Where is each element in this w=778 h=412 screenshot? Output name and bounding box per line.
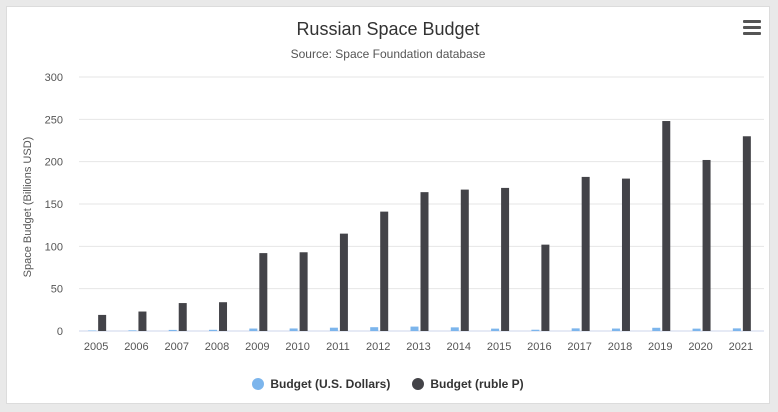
bar-ruble[interactable] — [299, 252, 308, 331]
x-tick-label: 2010 — [285, 341, 309, 353]
bar-usd[interactable] — [611, 328, 620, 331]
x-tick-label: 2009 — [245, 341, 269, 353]
x-tick-label: 2012 — [366, 341, 390, 353]
x-tick-label: 2008 — [205, 341, 229, 353]
bar-usd[interactable] — [571, 328, 580, 331]
bar-usd[interactable] — [732, 328, 741, 331]
bar-usd[interactable] — [209, 329, 218, 331]
bar-ruble[interactable] — [178, 303, 187, 331]
bar-ruble[interactable] — [259, 253, 268, 331]
plot-area: 0 50 100 150 200 250 300 2005 2006 2007 2008 2009 2… — [22, 72, 764, 353]
legend-label: Budget (U.S. Dollars) — [270, 377, 391, 391]
legend: Budget (U.S. Dollars) Budget (ruble P) — [7, 377, 769, 391]
legend-dot-icon — [412, 378, 425, 390]
legend-label: Budget (ruble P) — [430, 377, 524, 391]
x-tick-label: 2007 — [164, 341, 188, 353]
chart-container: Russian Space Budget Source: Space Found… — [6, 6, 770, 404]
bar-ruble[interactable] — [581, 176, 590, 331]
hamburger-menu-icon[interactable] — [743, 20, 761, 36]
x-tick-label: 2017 — [567, 341, 591, 353]
bar-ruble[interactable] — [541, 244, 550, 331]
bar-ruble[interactable] — [702, 159, 711, 331]
y-axis-label: Space Budget (Billions USD) — [22, 137, 34, 278]
bar-usd[interactable] — [249, 328, 258, 331]
y-tick-label: 250 — [45, 114, 63, 126]
bar-usd[interactable] — [450, 327, 459, 331]
bar-usd[interactable] — [128, 330, 137, 331]
x-tick-label: 2013 — [406, 341, 430, 353]
bar-ruble[interactable] — [219, 302, 228, 331]
bar-ruble[interactable] — [662, 121, 671, 331]
x-tick-label: 2005 — [84, 341, 108, 353]
x-tick-label: 2016 — [527, 341, 551, 353]
bar-ruble[interactable] — [138, 311, 147, 331]
bar-usd[interactable] — [410, 326, 419, 331]
y-tick-label: 150 — [45, 199, 63, 211]
bar-usd[interactable] — [329, 327, 338, 331]
y-tick-label: 200 — [45, 157, 63, 169]
bar-usd[interactable] — [491, 328, 500, 331]
legend-item-usd[interactable]: Budget (U.S. Dollars) — [252, 377, 390, 391]
bar-usd[interactable] — [88, 330, 97, 331]
x-tick-label: 2018 — [608, 341, 632, 353]
y-tick-label: 50 — [51, 284, 63, 296]
bar-usd[interactable] — [289, 328, 298, 331]
x-tick-label: 2019 — [648, 341, 672, 353]
x-tick-label: 2006 — [124, 341, 148, 353]
bar-usd[interactable] — [531, 329, 540, 331]
legend-item-ruble[interactable]: Budget (ruble P) — [412, 377, 524, 391]
bar-usd[interactable] — [168, 329, 177, 331]
y-tick-label: 0 — [57, 326, 63, 338]
bar-ruble[interactable] — [380, 211, 389, 331]
y-tick-label: 300 — [45, 72, 63, 84]
bar-usd[interactable] — [652, 327, 661, 331]
bar-usd[interactable] — [692, 328, 701, 331]
bar-ruble[interactable] — [339, 233, 348, 331]
x-tick-label: 2014 — [447, 341, 471, 353]
x-tick-label: 2011 — [326, 341, 350, 353]
bar-ruble[interactable] — [621, 178, 630, 331]
bar-ruble[interactable] — [98, 314, 107, 331]
bar-ruble[interactable] — [460, 189, 469, 331]
x-tick-label: 2015 — [487, 341, 511, 353]
bar-ruble[interactable] — [420, 192, 429, 331]
chart-subtitle: Source: Space Foundation database — [290, 47, 486, 61]
legend-dot-icon — [252, 378, 265, 390]
x-tick-label: 2021 — [729, 341, 753, 353]
bar-usd[interactable] — [370, 327, 379, 331]
chart-title: Russian Space Budget — [296, 19, 480, 39]
y-tick-label: 100 — [45, 241, 63, 253]
x-tick-label: 2020 — [688, 341, 712, 353]
bar-ruble[interactable] — [742, 136, 751, 331]
bar-ruble[interactable] — [501, 187, 510, 331]
